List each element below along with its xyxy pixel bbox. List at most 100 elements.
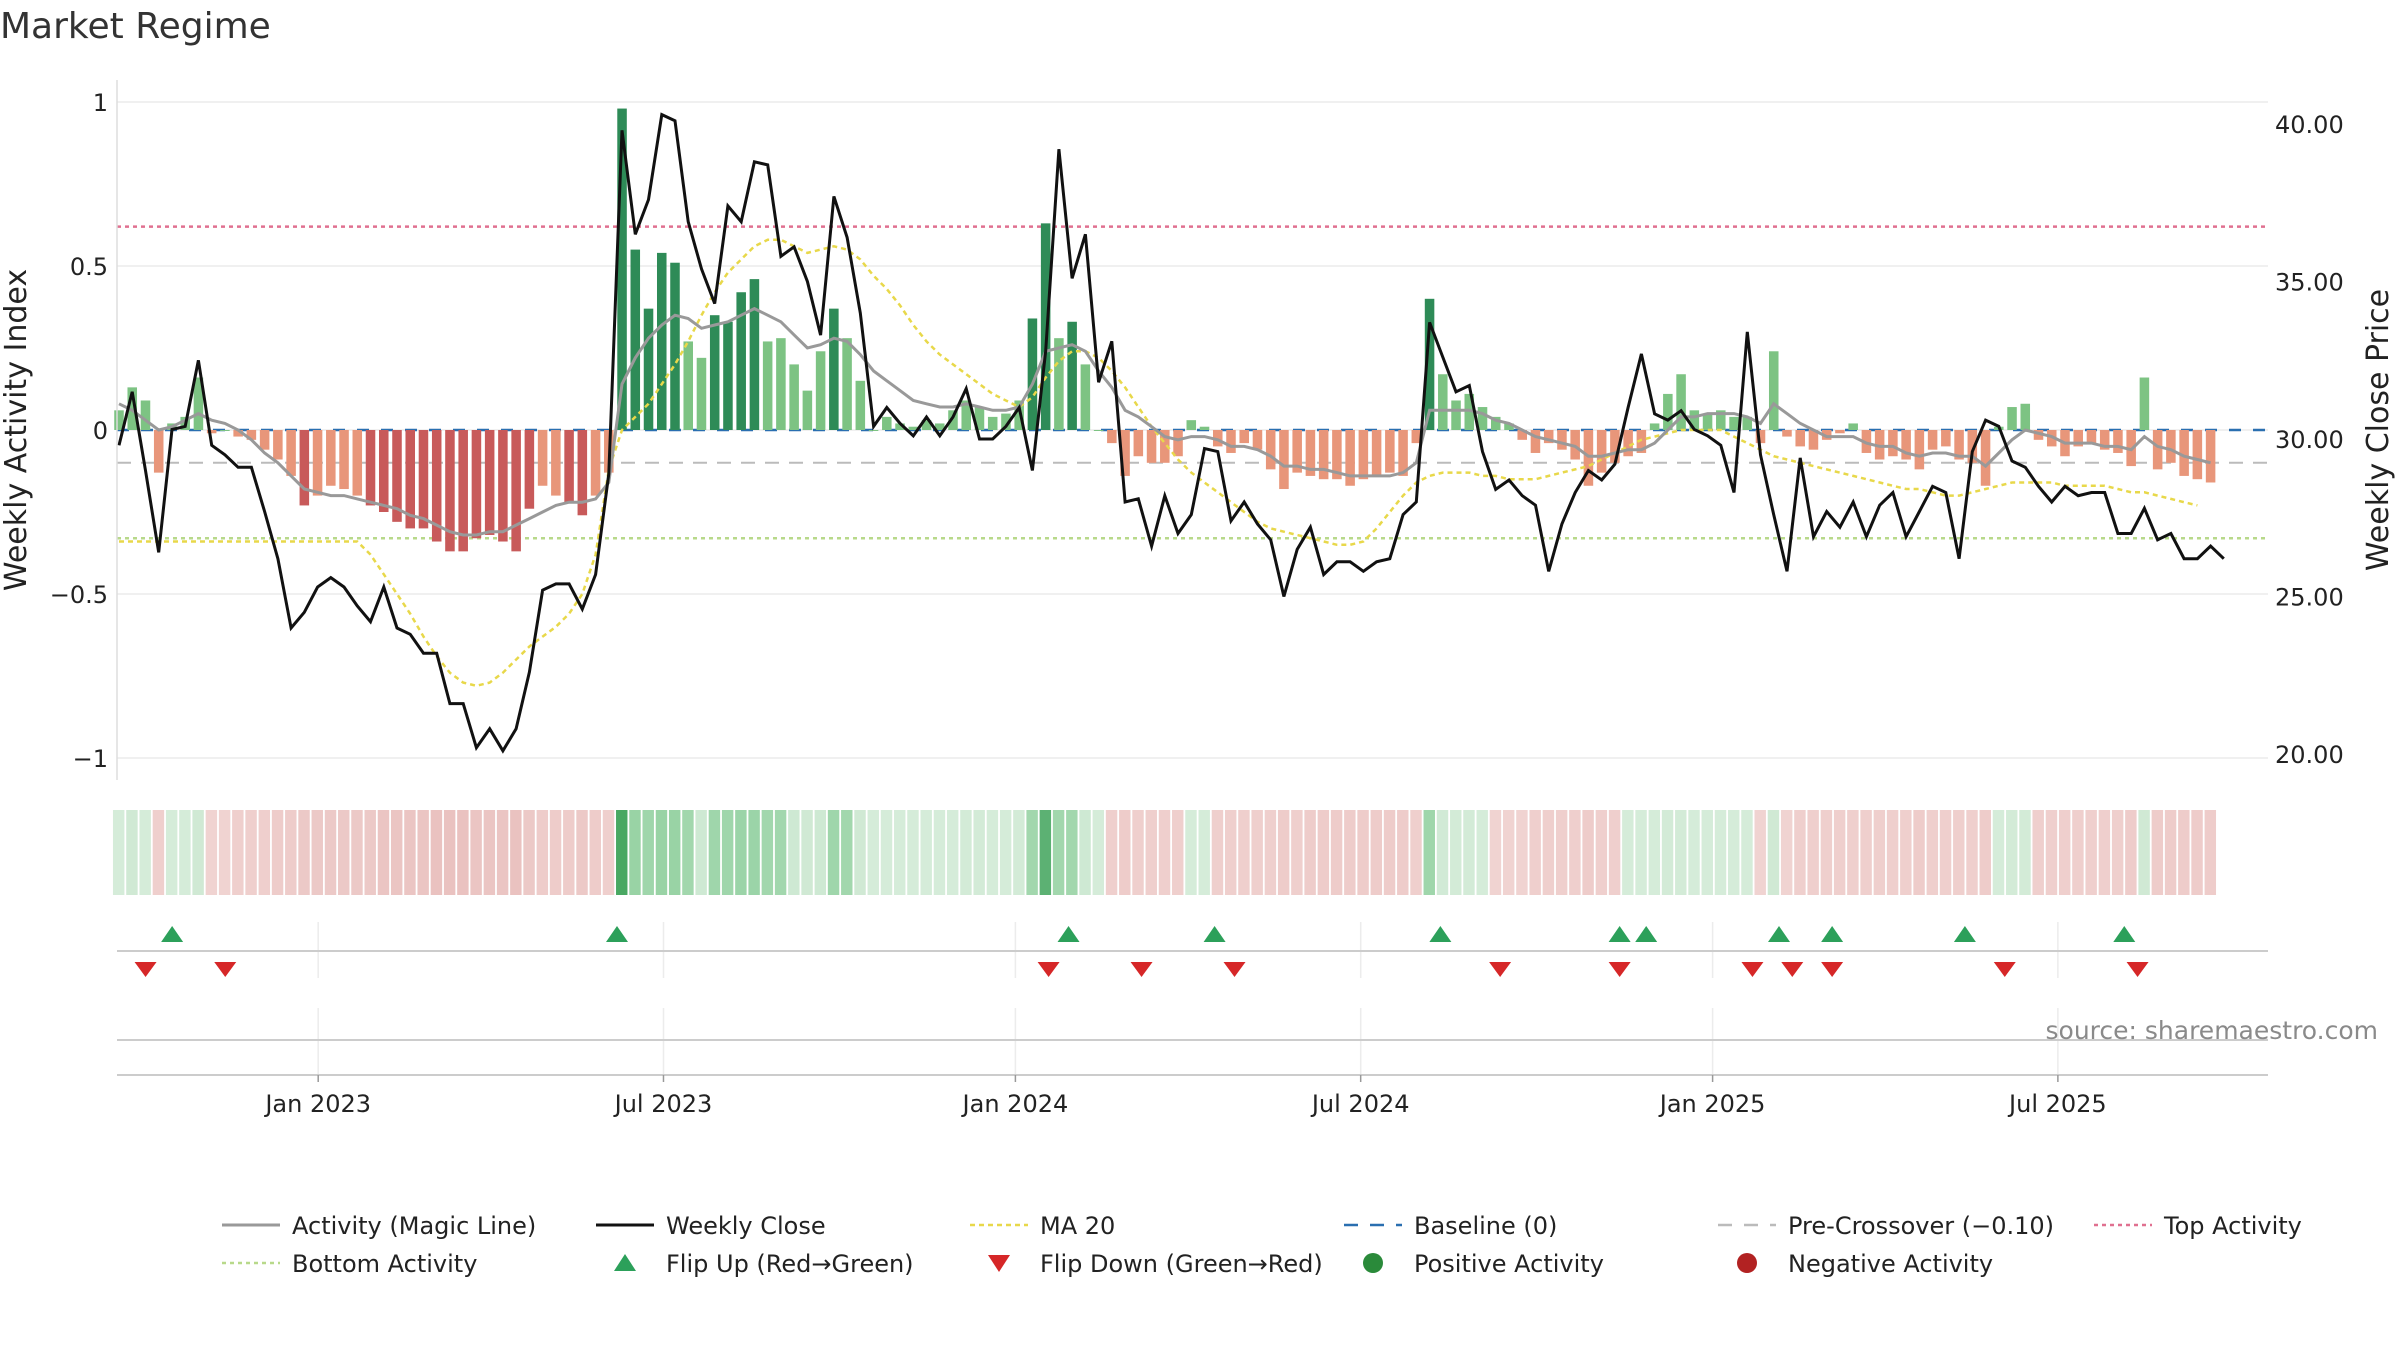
activity-bar: [259, 430, 270, 450]
activity-bar: [590, 430, 601, 496]
regime-cell: [1754, 810, 1766, 895]
activity-bar: [1477, 407, 1488, 430]
regime-cell: [1529, 810, 1541, 895]
regime-cell: [1886, 810, 1899, 895]
flip-down-marker: [2126, 962, 2149, 977]
activity-bar: [2033, 430, 2044, 440]
regime-cell: [1542, 810, 1555, 895]
activity-bar: [2205, 430, 2216, 483]
regime-cell: [721, 810, 734, 895]
regime-cell: [1423, 810, 1435, 895]
right-tick-label: 25.00: [2275, 584, 2344, 612]
activity-bar: [1583, 430, 1594, 486]
regime-cell: [1966, 810, 1978, 895]
activity-bar: [2073, 430, 2083, 447]
activity-bar: [2139, 377, 2150, 430]
activity-bar: [286, 430, 296, 476]
activity-bar: [2152, 430, 2163, 470]
flip-up-marker: [1608, 926, 1631, 942]
activity-bar: [405, 430, 416, 529]
activity-bar: [696, 357, 707, 430]
regime-cell: [377, 810, 390, 895]
regime-cell: [1780, 810, 1793, 895]
activity-bar: [762, 341, 773, 430]
activity-bar: [617, 108, 627, 430]
legend-item-positive: Positive Activity: [1363, 1250, 1604, 1278]
regime-cell: [827, 810, 840, 895]
flip-down-marker: [1781, 962, 1804, 977]
activity-bar: [2192, 430, 2203, 480]
activity-bar: [1305, 430, 1316, 476]
activity-bar: [273, 430, 283, 460]
regime-cell: [1622, 810, 1634, 895]
regime-cell: [602, 810, 615, 895]
activity-bar: [656, 252, 667, 430]
regime-cell: [1224, 810, 1237, 895]
activity-bar: [1054, 338, 1064, 430]
regime-cell: [1238, 810, 1250, 895]
regime-cell: [483, 810, 496, 895]
regime-cell: [801, 810, 813, 895]
legend-label: Positive Activity: [1414, 1250, 1604, 1278]
regime-cell: [1939, 810, 1952, 895]
right-axis-title: Weekly Close Price: [2361, 289, 2396, 571]
activity-bar: [1239, 430, 1249, 444]
regime-cell: [1132, 810, 1144, 895]
weekly-close-line: [117, 112, 2225, 754]
activity-bar: [895, 423, 905, 430]
regime-cell: [510, 810, 522, 895]
flip-up-marker: [1953, 926, 1976, 942]
activity-bar: [974, 407, 985, 430]
activity-bar: [1570, 430, 1580, 460]
activity-bar: [471, 430, 482, 539]
magic-line: [118, 306, 2211, 537]
regime-cell: [2006, 810, 2018, 895]
regime-cell: [2058, 810, 2071, 895]
activity-bar: [723, 321, 733, 430]
activity-bar: [1782, 430, 1792, 437]
regime-cell: [536, 810, 549, 895]
flip-down-marker: [1223, 962, 1246, 977]
flip-up-marker: [606, 926, 628, 942]
activity-bar: [1623, 430, 1633, 457]
flip-markers: [134, 926, 2149, 977]
activity-bar: [1689, 410, 1700, 430]
activity-bar: [1901, 430, 1911, 460]
regime-cell: [1304, 810, 1316, 895]
activity-bar: [1530, 430, 1541, 453]
flip-up-marker: [1635, 926, 1658, 942]
activity-bar: [498, 430, 508, 542]
legend-item-baseline: Baseline (0): [1344, 1212, 1557, 1240]
regime-cell: [735, 810, 747, 895]
regime-cell: [523, 810, 535, 895]
regime-cell: [933, 810, 946, 895]
regime-cell: [1357, 810, 1369, 895]
regime-cell: [1436, 810, 1449, 895]
regime-cell: [245, 810, 257, 895]
flip-down-marker: [1489, 962, 1512, 977]
regime-cell: [1913, 810, 1925, 895]
activity-bar: [352, 430, 363, 496]
regime-cell: [126, 810, 138, 895]
regime-cell: [1569, 810, 1581, 895]
activity-bar: [114, 410, 124, 430]
activity-bar: [1927, 430, 1938, 450]
flip-down-marker: [1993, 962, 2016, 977]
activity-bar: [882, 416, 892, 430]
regime-cell: [2191, 810, 2203, 895]
regime-cell: [218, 810, 231, 895]
activity-bar: [1252, 430, 1263, 450]
activity-bar: [1318, 430, 1329, 480]
series-lines: [117, 112, 2225, 754]
regime-cell: [179, 810, 191, 895]
regime-cell: [1450, 810, 1462, 895]
regime-cell: [2072, 810, 2084, 895]
activity-bar: [1160, 430, 1170, 463]
activity-bar: [1768, 351, 1779, 430]
activity-bar: [1265, 430, 1276, 470]
regime-cell: [165, 810, 178, 895]
regime-cell: [2019, 810, 2031, 895]
activity-bar: [233, 430, 243, 437]
regime-cell: [986, 810, 999, 895]
